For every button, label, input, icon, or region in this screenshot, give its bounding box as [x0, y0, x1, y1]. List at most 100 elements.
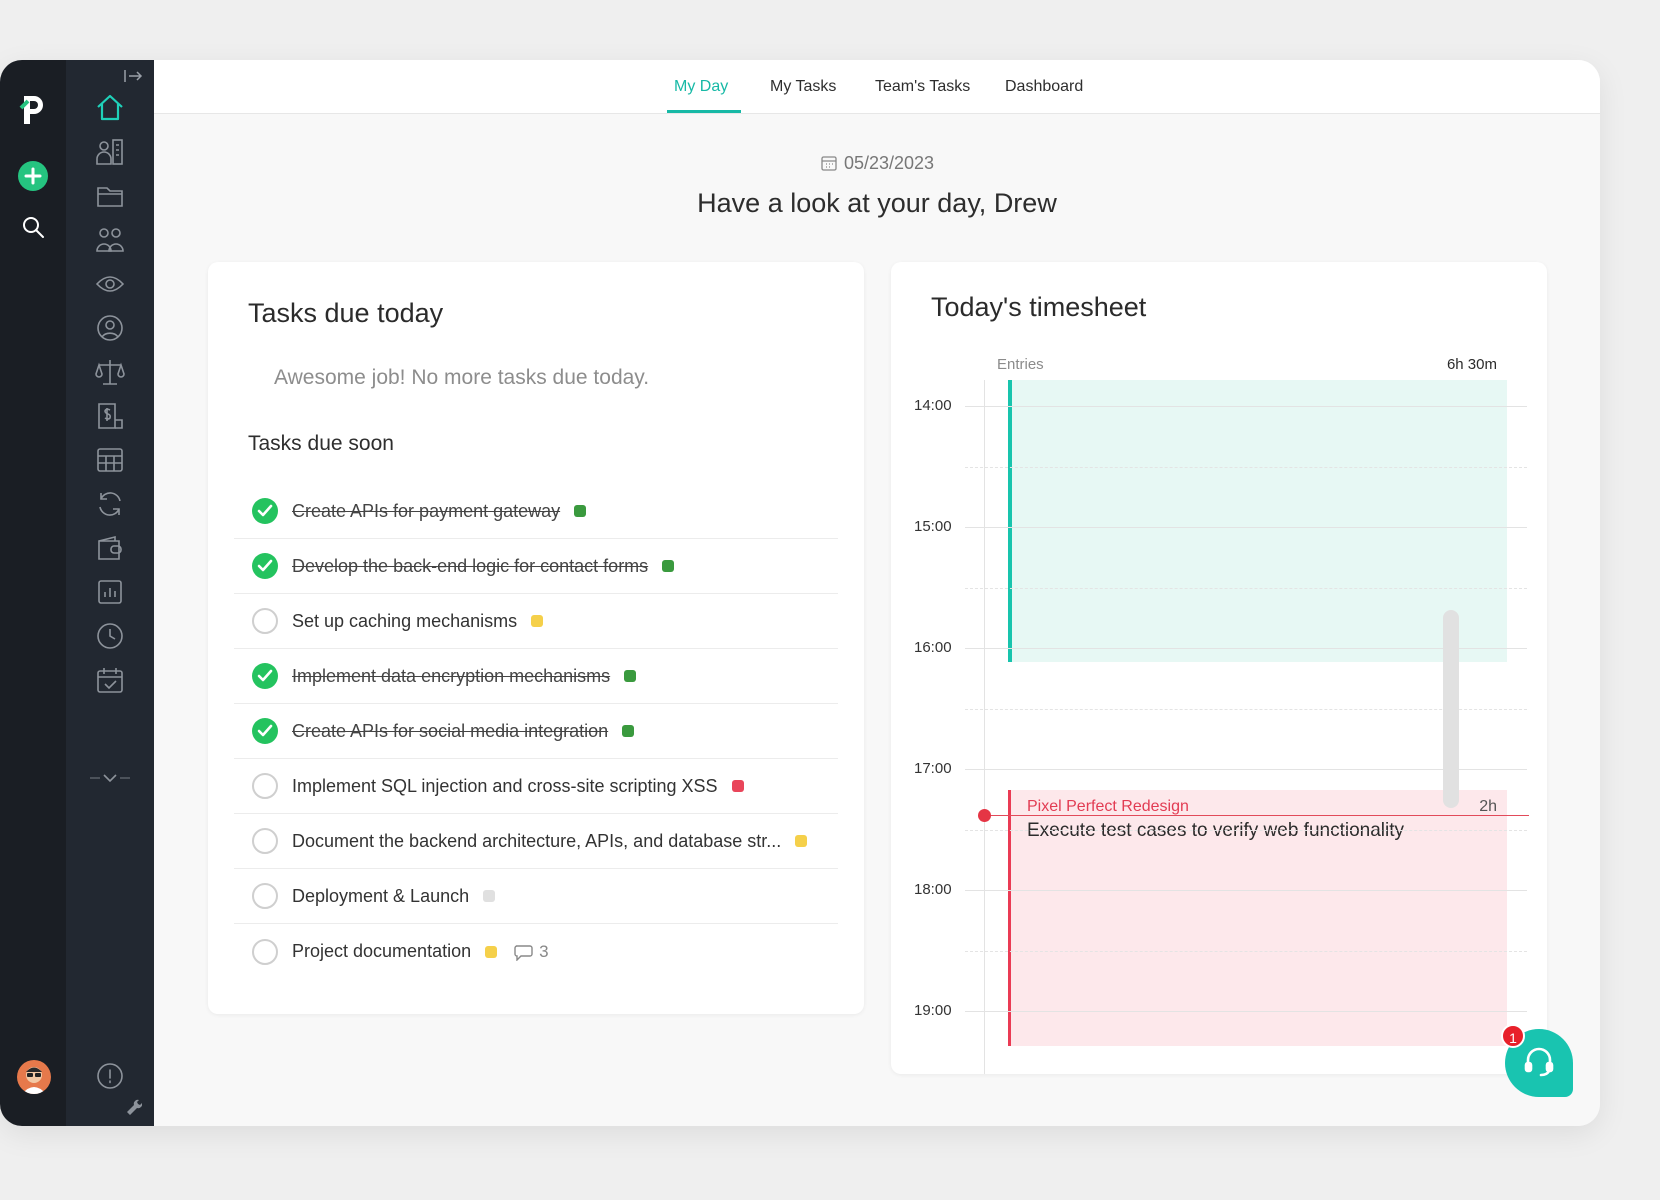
task-status-color — [622, 725, 635, 737]
current-time-marker — [978, 809, 991, 822]
task-checkbox[interactable] — [252, 828, 278, 854]
half-hour-gridline — [965, 950, 1527, 952]
total-time: 6h 30m — [1446, 356, 1497, 373]
half-hour-gridline — [965, 708, 1527, 710]
user-profile-icon[interactable] — [94, 312, 126, 344]
timesheet-title: Today's timesheet — [931, 292, 1147, 322]
balance-scale-icon[interactable] — [94, 356, 126, 388]
task-status-color — [531, 615, 544, 627]
timesheet-card: Today's timesheet Entries 6h 30m Pixel P… — [891, 262, 1547, 1074]
hour-gridline — [965, 890, 1527, 891]
add-icon[interactable] — [18, 161, 48, 191]
invoice-icon[interactable] — [94, 400, 126, 432]
main-content: My Day My Tasks Team's Tasks Dashboard 0… — [154, 60, 1600, 1126]
comment-count: 3 — [539, 941, 549, 961]
clients-icon[interactable] — [94, 136, 126, 168]
task-checkbox-checked[interactable] — [252, 498, 278, 524]
hour-gridline — [965, 1011, 1527, 1012]
clock-icon[interactable] — [94, 620, 126, 652]
task-name[interactable]: Develop the back-end logic for contact f… — [292, 555, 649, 576]
task-status-color — [795, 835, 808, 847]
task-name[interactable]: Project documentation — [292, 941, 472, 961]
task-row[interactable]: Implement data encryption mechanisms — [234, 649, 838, 704]
hour-gridline — [965, 527, 1527, 528]
tab-my-tasks[interactable]: My Tasks — [770, 78, 837, 95]
collapse-sidebar-icon[interactable] — [122, 68, 144, 84]
date-text: 05/23/2023 — [843, 153, 935, 173]
projects-folder-icon[interactable] — [94, 180, 126, 212]
current-time-line — [984, 815, 1529, 816]
task-status-color — [731, 780, 744, 792]
task-checkbox-checked[interactable] — [252, 553, 278, 579]
task-name[interactable]: Implement SQL injection and cross-site s… — [292, 775, 718, 796]
task-row[interactable]: Create APIs for payment gateway — [234, 484, 838, 539]
task-row[interactable]: Project documentation 3 — [234, 924, 838, 979]
hour-gridline — [965, 406, 1527, 407]
task-row[interactable]: Implement SQL injection and cross-site s… — [234, 759, 838, 814]
time-axis-line — [984, 380, 985, 1074]
task-checkbox[interactable] — [252, 883, 278, 909]
half-hour-gridline — [965, 466, 1527, 468]
task-checkbox-checked[interactable] — [252, 718, 278, 744]
timesheet-scrollbar[interactable] — [1443, 610, 1459, 808]
hour-gridline — [965, 648, 1527, 649]
tab-dashboard[interactable]: Dashboard — [1005, 78, 1084, 95]
tab-teams-tasks[interactable]: Team's Tasks — [875, 78, 971, 95]
task-name[interactable]: Create APIs for social media integration — [292, 720, 609, 741]
task-name[interactable]: Document the backend architecture, APIs,… — [292, 830, 782, 851]
recurring-refresh-icon[interactable] — [94, 488, 126, 520]
task-name[interactable]: Create APIs for payment gateway — [292, 500, 561, 521]
task-name[interactable]: Set up caching mechanisms — [292, 610, 518, 631]
tasks-due-today-title: Tasks due today — [248, 298, 444, 328]
avatar[interactable] — [17, 1060, 51, 1094]
entry-duration: 2h — [1479, 798, 1497, 815]
calendar-check-icon[interactable] — [94, 664, 126, 696]
watch-eye-icon[interactable] — [94, 268, 126, 300]
app-rail — [0, 60, 66, 1126]
tab-my-day[interactable]: My Day — [674, 78, 729, 95]
tasks-due-soon-title: Tasks due soon — [248, 432, 394, 455]
app-window: My Day My Tasks Team's Tasks Dashboard 0… — [0, 60, 1600, 1126]
more-chevron-down-icon[interactable] — [88, 768, 132, 788]
hour-label: 14:00 — [914, 397, 952, 414]
task-checkbox[interactable] — [252, 608, 278, 634]
entry-project: Pixel Perfect Redesign — [1027, 798, 1189, 815]
home-icon[interactable] — [94, 92, 126, 124]
top-tabs: My Day My Tasks Team's Tasks Dashboard — [154, 60, 1600, 114]
task-row[interactable]: Set up caching mechanisms — [234, 594, 838, 649]
hour-label: 19:00 — [914, 1002, 952, 1019]
task-row[interactable]: Document the backend architecture, APIs,… — [234, 814, 838, 869]
task-comments[interactable]: 3 — [513, 941, 549, 962]
task-checkbox[interactable] — [252, 938, 278, 965]
table-grid-icon[interactable] — [94, 444, 126, 476]
calendar-icon — [820, 154, 838, 172]
task-row[interactable]: Deployment & Launch — [234, 869, 838, 924]
logo-icon[interactable] — [18, 92, 48, 128]
task-name[interactable]: Implement data encryption mechanisms — [292, 665, 611, 686]
no-tasks-message: Awesome job! No more tasks due today. — [274, 366, 650, 389]
task-status-color — [483, 890, 496, 902]
hour-gridline — [965, 769, 1527, 770]
wallet-icon[interactable] — [94, 532, 126, 564]
hour-label: 17:00 — [914, 760, 952, 777]
task-name[interactable]: Deployment & Launch — [292, 885, 470, 906]
greeting-title: Have a look at your day, Drew — [697, 188, 1057, 218]
info-icon[interactable] — [95, 1061, 125, 1091]
hour-label: 18:00 — [914, 881, 952, 898]
reports-chart-icon[interactable] — [94, 576, 126, 608]
date-display: 05/23/2023 — [154, 153, 1600, 174]
task-checkbox-checked[interactable] — [252, 663, 278, 689]
team-icon[interactable] — [94, 224, 126, 256]
wrench-settings-icon[interactable] — [124, 1097, 143, 1115]
half-hour-gridline — [965, 587, 1527, 589]
time-entry[interactable] — [1008, 380, 1507, 662]
time-entry[interactable]: Pixel Perfect Redesign 2h Execute test c… — [1008, 790, 1507, 1046]
search-icon[interactable] — [20, 214, 48, 242]
timesheet-grid: Pixel Perfect Redesign 2h Execute test c… — [891, 380, 1547, 1074]
task-row[interactable]: Create APIs for social media integration — [234, 704, 838, 759]
task-checkbox[interactable] — [252, 773, 278, 799]
hour-label: 15:00 — [914, 518, 952, 535]
half-hour-gridline — [965, 829, 1527, 831]
task-row[interactable]: Develop the back-end logic for contact f… — [234, 539, 838, 594]
task-list: Create APIs for payment gateway Develop t… — [234, 484, 838, 979]
